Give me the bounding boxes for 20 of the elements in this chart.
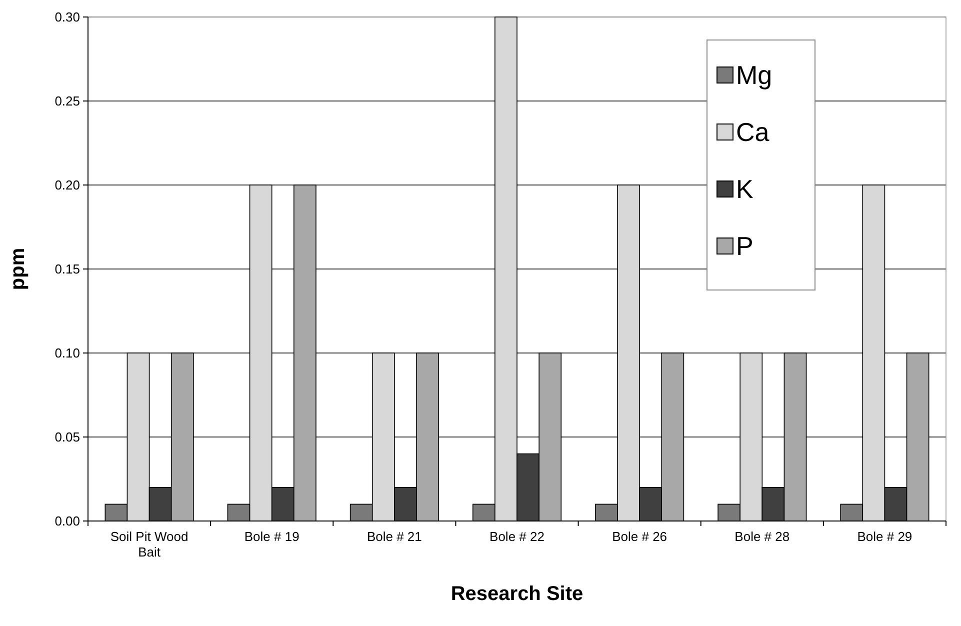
- legend-label: Ca: [736, 117, 770, 148]
- x-tick-label: Bole # 26: [612, 529, 668, 544]
- x-axis-title: Research Site: [450, 583, 584, 605]
- y-tick-label: 0.20: [54, 178, 80, 193]
- x-tick-label: Bole # 21: [366, 529, 422, 544]
- y-axis-title: ppm: [7, 248, 29, 290]
- y-tick-label: 0.30: [54, 10, 80, 25]
- legend-label: P: [736, 231, 754, 262]
- y-tick-label: 0.10: [54, 346, 80, 361]
- legend-label: K: [736, 174, 754, 204]
- x-tick-label: Soil Pit Wood Bait: [110, 529, 188, 560]
- x-tick-label: Bole # 19: [244, 529, 300, 544]
- y-tick-label: 0.00: [54, 514, 80, 529]
- x-tick-label: Bole # 29: [857, 529, 912, 544]
- y-tick-label: 0.15: [54, 262, 80, 277]
- x-tick-label: Bole # 22: [490, 529, 544, 544]
- y-tick-label: 0.05: [54, 430, 80, 445]
- y-tick-label: 0.25: [54, 94, 80, 109]
- x-tick-label: Bole # 28: [734, 529, 790, 544]
- legend-label: Mg: [736, 60, 772, 90]
